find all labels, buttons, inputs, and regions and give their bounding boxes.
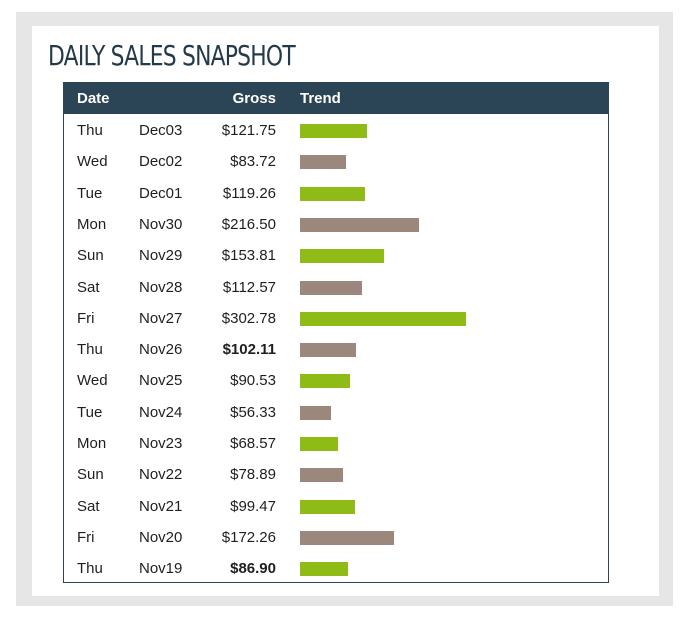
header-trend: Trend <box>300 90 341 107</box>
row-day: Thu <box>77 560 103 578</box>
row-gross: $153.81 <box>221 247 276 265</box>
table-row: Mon Nov23 $68.57 <box>64 428 608 459</box>
row-date: Nov29 <box>139 247 183 265</box>
row-gross: $216.50 <box>221 215 276 233</box>
trend-bar <box>300 437 338 451</box>
row-day: Sun <box>77 466 104 484</box>
trend-bar <box>300 280 362 295</box>
table-row: Fri Nov27 $302.78 <box>64 303 608 334</box>
table-row: Tue Nov24 $56.33 <box>64 397 608 428</box>
trend-bar <box>300 374 350 389</box>
sales-table: Date Gross Trend Thu Dec03 $121.75 Wed Dec02… <box>63 82 609 583</box>
row-date: Dec02 <box>139 153 183 171</box>
table-row: Thu Nov19 $86.90 <box>64 553 608 584</box>
row-day: Thu <box>77 122 103 139</box>
row-date: Nov20 <box>139 528 183 546</box>
row-gross: $102.11 <box>222 341 276 359</box>
trend-bar <box>300 155 346 170</box>
table-row: Mon Nov30 $216.50 <box>64 209 608 240</box>
row-day: Wed <box>77 372 108 390</box>
row-date: Dec03 <box>139 122 183 139</box>
row-gross: $56.33 <box>230 403 276 421</box>
row-gross: $119.26 <box>222 184 276 202</box>
row-date: Nov19 <box>139 560 183 578</box>
trend-bar <box>300 343 356 358</box>
row-gross: $78.89 <box>230 466 276 484</box>
trend-bar <box>300 562 348 577</box>
trend-bar <box>300 124 367 138</box>
row-gross: $112.57 <box>222 278 276 296</box>
row-date: Nov27 <box>139 309 183 327</box>
row-day: Tue <box>77 403 103 421</box>
row-date: Nov21 <box>139 497 183 515</box>
row-day: Sat <box>77 497 100 515</box>
row-date: Nov26 <box>139 341 183 359</box>
row-date: Nov23 <box>139 435 183 452</box>
table-row: Thu Nov26 $102.11 <box>64 334 608 365</box>
row-day: Wed <box>77 153 108 171</box>
row-date: Nov30 <box>139 215 183 233</box>
table-row: Wed Nov25 $90.53 <box>64 365 608 396</box>
row-date: Nov24 <box>139 403 183 421</box>
trend-bar <box>300 405 331 420</box>
trend-bar <box>300 217 419 232</box>
row-gross: $90.53 <box>230 372 276 390</box>
row-gross: $68.57 <box>230 435 276 452</box>
row-day: Tue <box>77 184 103 202</box>
trend-bar <box>300 499 355 514</box>
table-row: Sun Nov22 $78.89 <box>64 459 608 490</box>
table-row: Sat Nov21 $99.47 <box>64 491 608 522</box>
row-gross: $302.78 <box>221 309 276 327</box>
row-day: Sun <box>77 247 104 265</box>
row-gross: $83.72 <box>230 153 276 171</box>
chart-title: DAILY SALES SNAPSHOT <box>48 39 296 72</box>
table-row: Tue Dec01 $119.26 <box>64 178 608 209</box>
row-day: Sat <box>77 278 100 296</box>
row-date: Nov22 <box>139 466 183 484</box>
table-row: Sun Nov29 $153.81 <box>64 240 608 271</box>
trend-bar <box>300 468 344 483</box>
row-day: Fri <box>77 528 95 546</box>
table-header: Date Gross Trend <box>64 83 608 114</box>
row-gross: $121.75 <box>221 122 276 139</box>
row-day: Thu <box>77 341 103 359</box>
row-date: Nov25 <box>139 372 183 390</box>
row-day: Mon <box>77 435 107 452</box>
row-gross: $86.90 <box>230 560 276 578</box>
row-date: Nov28 <box>139 278 183 296</box>
trend-bar <box>300 311 466 326</box>
trend-bar <box>300 530 395 545</box>
row-day: Fri <box>77 309 95 327</box>
header-gross: Gross <box>232 90 276 107</box>
row-gross: $99.47 <box>230 497 276 515</box>
row-day: Mon <box>77 215 107 233</box>
trend-bar <box>300 186 366 201</box>
header-date: Date <box>77 90 110 107</box>
table-row: Thu Dec03 $121.75 <box>64 115 608 146</box>
table-row: Sat Nov28 $112.57 <box>64 272 608 303</box>
row-date: Dec01 <box>139 184 183 202</box>
table-row: Fri Nov20 $172.26 <box>64 522 608 553</box>
table-row: Wed Dec02 $83.72 <box>64 146 608 177</box>
row-gross: $172.26 <box>221 528 276 546</box>
trend-bar <box>300 249 385 264</box>
